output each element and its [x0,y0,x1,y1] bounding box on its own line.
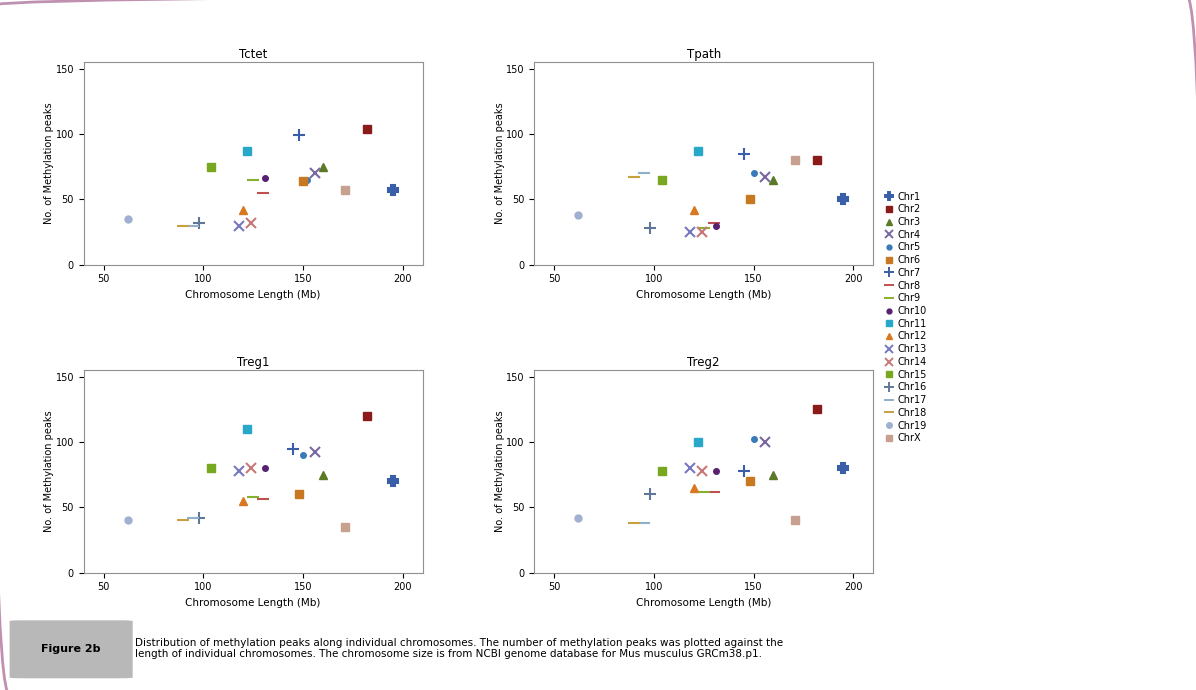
Title: Tctet: Tctet [239,48,267,61]
X-axis label: Chromosome Length (Mb): Chromosome Length (Mb) [185,598,321,608]
X-axis label: Chromosome Length (Mb): Chromosome Length (Mb) [185,290,321,300]
Legend: Chr1, Chr2, Chr3, Chr4, Chr5, Chr6, Chr7, Chr8, Chr9, Chr10, Chr11, Chr12, Chr13: Chr1, Chr2, Chr3, Chr4, Chr5, Chr6, Chr7… [884,192,927,443]
Title: Treg1: Treg1 [237,356,269,369]
X-axis label: Chromosome Length (Mb): Chromosome Length (Mb) [636,598,771,608]
Title: Treg2: Treg2 [688,356,720,369]
Y-axis label: No. of Methylation peaks: No. of Methylation peaks [44,411,54,532]
Y-axis label: No. of Methylation peaks: No. of Methylation peaks [44,103,54,224]
Title: Tpath: Tpath [687,48,721,61]
Y-axis label: No. of Methylation peaks: No. of Methylation peaks [495,103,505,224]
Text: Figure 2b: Figure 2b [41,644,100,653]
Y-axis label: No. of Methylation peaks: No. of Methylation peaks [495,411,505,532]
FancyBboxPatch shape [10,620,133,678]
X-axis label: Chromosome Length (Mb): Chromosome Length (Mb) [636,290,771,300]
Text: Distribution of methylation peaks along individual chromosomes. The number of me: Distribution of methylation peaks along … [135,638,783,660]
